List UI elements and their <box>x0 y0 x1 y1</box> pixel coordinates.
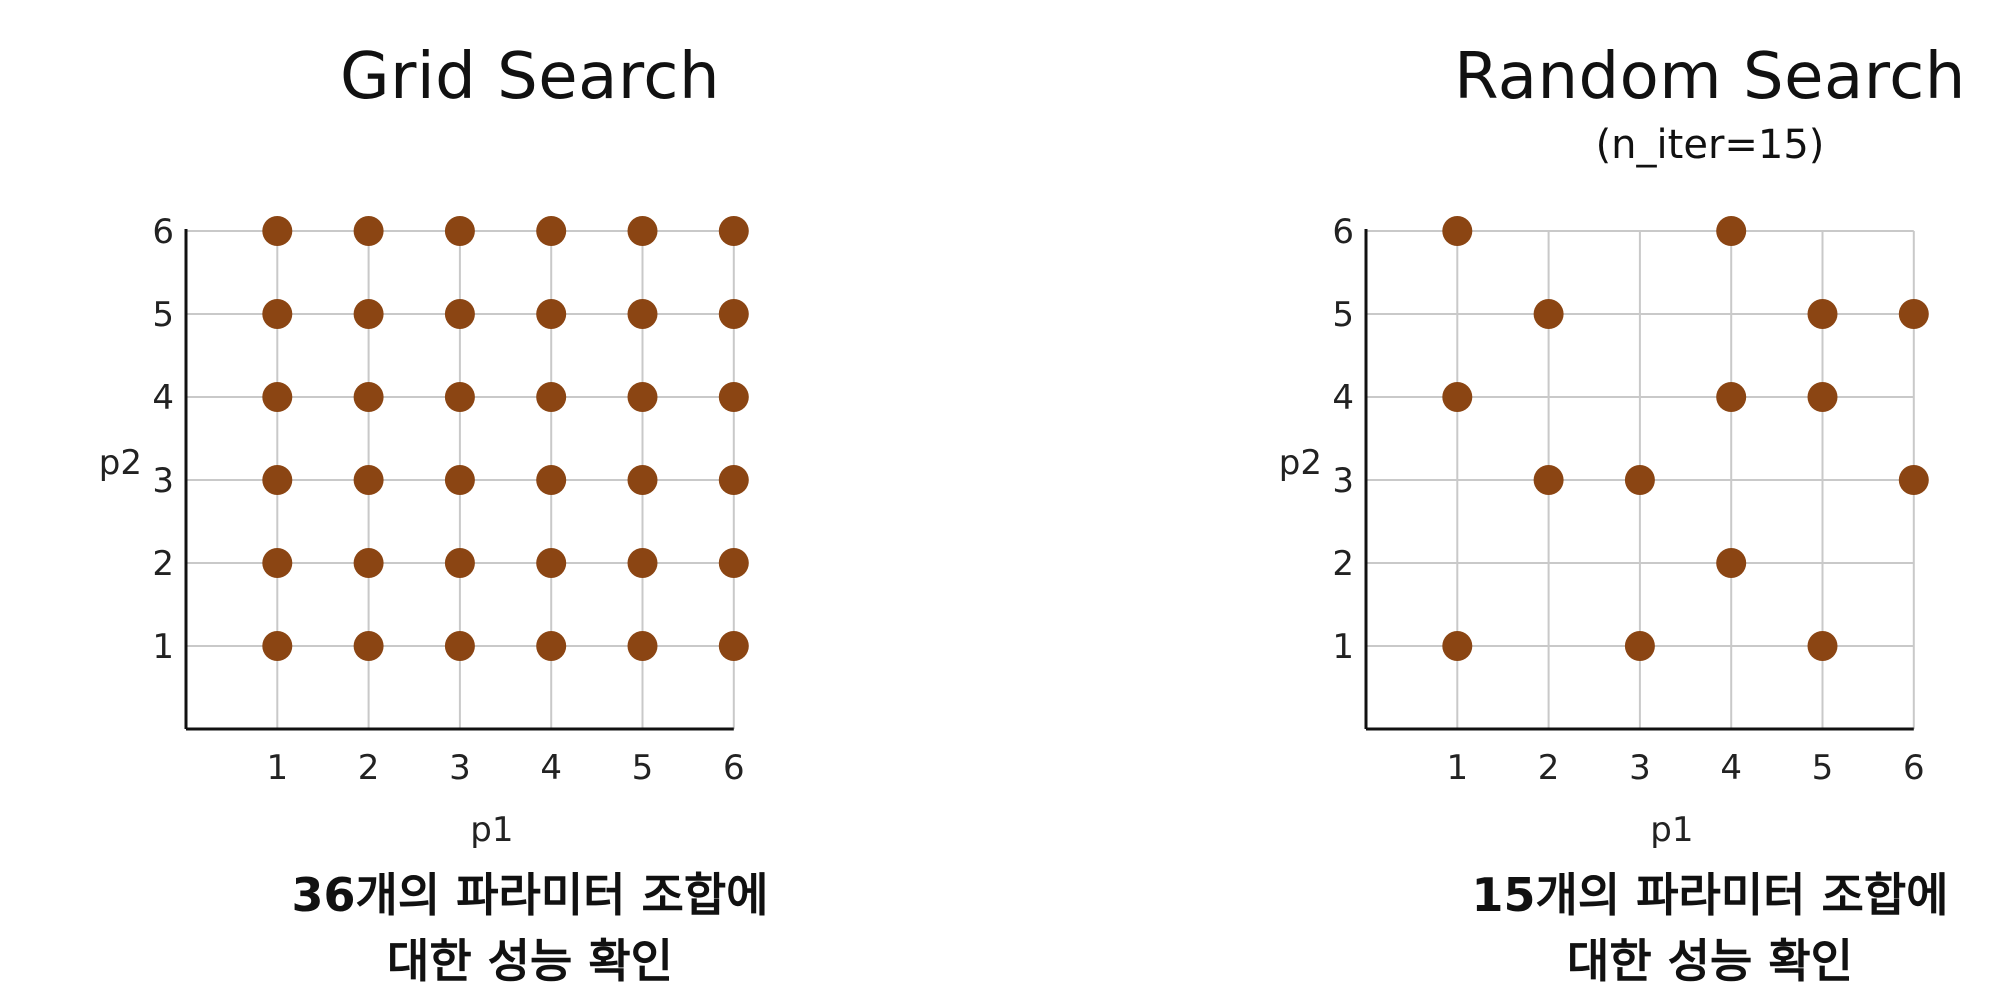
chart-title: Grid Search <box>339 40 721 114</box>
data-point <box>444 548 475 578</box>
data-point <box>1442 216 1473 246</box>
data-point <box>1624 631 1655 661</box>
data-point <box>718 216 749 246</box>
y-tick-label: 5 <box>1332 295 1354 335</box>
data-point <box>353 216 384 246</box>
caption-line-1: 36개의 파라미터 조합에 <box>291 868 769 922</box>
data-point <box>718 631 749 661</box>
data-point <box>627 299 658 329</box>
data-point <box>718 299 749 329</box>
data-point <box>1807 631 1838 661</box>
random-search-panel: Random Search (n_iter=15) 1 2 3 4 5 6 1 2 3 4 5 6 p1… <box>1260 0 1998 1000</box>
chart-caption: 15개의 파라미터 조합에 대한 성능 확인 <box>1260 862 1998 994</box>
y-tick-label: 5 <box>152 295 174 335</box>
data-point <box>718 382 749 412</box>
data-point <box>1898 465 1929 495</box>
data-point <box>627 548 658 578</box>
data-point <box>353 631 384 661</box>
y-tick-label: 4 <box>152 378 174 418</box>
grid-search-chart: 1 2 3 4 5 6 1 2 3 4 5 6 p1 p2 <box>99 212 749 850</box>
data-point <box>1716 382 1747 412</box>
x-axis-label: p1 <box>470 810 513 850</box>
y-tick-label: 3 <box>1332 461 1354 501</box>
x-tick-label: 2 <box>1538 748 1560 788</box>
x-tick-label: 4 <box>540 748 562 788</box>
data-point <box>718 548 749 578</box>
data-point <box>536 548 567 578</box>
x-tick-label: 6 <box>723 748 745 788</box>
data-point <box>444 631 475 661</box>
x-tick-label: 3 <box>449 748 471 788</box>
data-point <box>353 465 384 495</box>
data-point <box>1898 299 1929 329</box>
data-point <box>444 382 475 412</box>
x-tick-label: 1 <box>266 748 288 788</box>
x-tick-label: 3 <box>1629 748 1651 788</box>
data-point <box>536 216 567 246</box>
data-points <box>262 216 749 661</box>
x-tick-label: 5 <box>1812 748 1834 788</box>
y-tick-label: 1 <box>1332 627 1354 667</box>
data-point <box>262 465 293 495</box>
y-tick-label: 1 <box>152 627 174 667</box>
y-tick-label: 2 <box>1332 544 1354 584</box>
data-point <box>627 216 658 246</box>
data-point <box>718 465 749 495</box>
data-point <box>536 631 567 661</box>
data-point <box>353 382 384 412</box>
x-tick-label: 5 <box>632 748 654 788</box>
data-point <box>1442 631 1473 661</box>
x-tick-label: 4 <box>1720 748 1742 788</box>
data-point <box>262 299 293 329</box>
data-point <box>627 631 658 661</box>
x-axis-label: p1 <box>1650 810 1693 850</box>
data-point <box>444 465 475 495</box>
chart-subtitle: (n_iter=15) <box>1595 122 1825 168</box>
data-point <box>1442 382 1473 412</box>
data-point <box>627 465 658 495</box>
data-point <box>353 548 384 578</box>
caption-line-1: 15개의 파라미터 조합에 <box>1471 868 1949 922</box>
data-point <box>444 299 475 329</box>
data-point <box>1716 548 1747 578</box>
grid-search-panel: Grid Search 1 2 3 4 5 6 1 2 3 4 5 6 p1 p2 36개의 파라미터 조… <box>80 0 980 1000</box>
data-point <box>1533 465 1564 495</box>
data-point <box>353 299 384 329</box>
data-point <box>1807 382 1838 412</box>
data-point <box>262 382 293 412</box>
y-axis-label: p2 <box>99 443 142 483</box>
data-point <box>262 631 293 661</box>
data-point <box>444 216 475 246</box>
data-point <box>1716 216 1747 246</box>
data-point <box>1807 299 1838 329</box>
x-tick-label: 1 <box>1446 748 1468 788</box>
data-points <box>1442 216 1929 661</box>
caption-line-2: 대한 성능 확인 <box>387 934 673 988</box>
data-point <box>262 548 293 578</box>
data-point <box>536 465 567 495</box>
data-point <box>627 382 658 412</box>
data-point <box>536 382 567 412</box>
data-point <box>1624 465 1655 495</box>
data-point <box>536 299 567 329</box>
random-search-chart: 1 2 3 4 5 6 1 2 3 4 5 6 p1 p2 <box>1279 212 1929 850</box>
y-tick-label: 6 <box>152 212 174 252</box>
x-tick-label: 6 <box>1903 748 1925 788</box>
chart-title: Random Search <box>1454 40 1966 114</box>
y-tick-label: 6 <box>1332 212 1354 252</box>
data-point <box>262 216 293 246</box>
y-tick-label: 3 <box>152 461 174 501</box>
chart-caption: 36개의 파라미터 조합에 대한 성능 확인 <box>80 862 980 994</box>
y-tick-label: 2 <box>152 544 174 584</box>
y-tick-label: 4 <box>1332 378 1354 418</box>
y-axis-label: p2 <box>1279 443 1322 483</box>
x-tick-label: 2 <box>358 748 380 788</box>
caption-line-2: 대한 성능 확인 <box>1567 934 1853 988</box>
data-point <box>1533 299 1564 329</box>
